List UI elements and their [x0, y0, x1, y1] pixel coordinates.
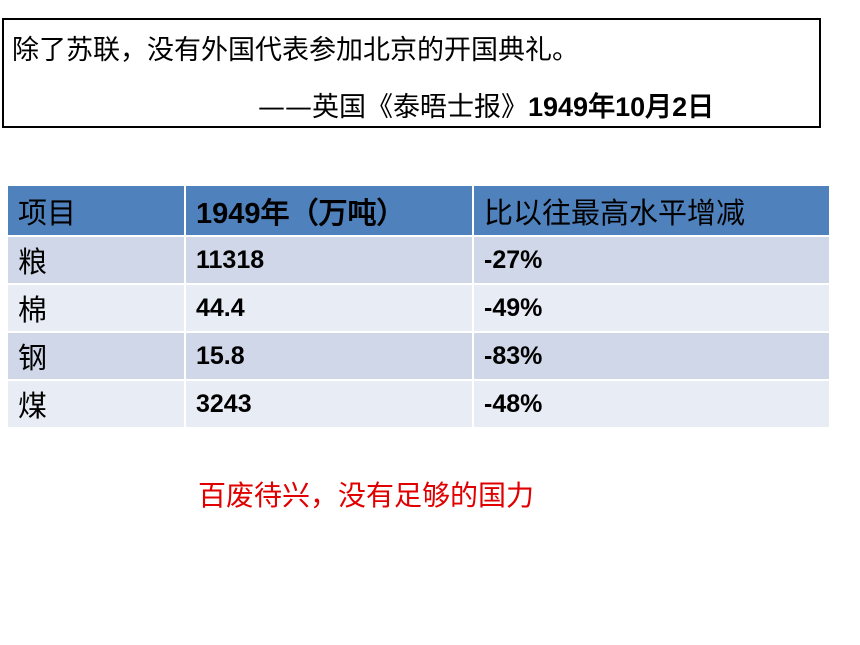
header-change: 比以往最高水平增减: [473, 186, 831, 237]
production-table: 项目 1949年（万吨） 比以往最高水平增减 粮 11318 -27% 棉 44…: [8, 186, 831, 429]
table-row: 棉 44.4 -49%: [8, 284, 831, 333]
cell-item: 棉: [8, 284, 186, 333]
cell-amount: 11318: [185, 236, 474, 285]
cell-change: -48%: [473, 380, 831, 429]
cell-change: -27%: [473, 236, 831, 285]
cell-amount: 3243: [185, 380, 474, 429]
quote-source-prefix: ——英国《泰晤士报》: [258, 92, 528, 123]
cell-item: 钢: [8, 332, 186, 381]
conclusion-text: 百废待兴，没有足够的国力: [198, 479, 535, 512]
table-row: 钢 15.8 -83%: [8, 332, 831, 381]
header-amount: 1949年（万吨）: [185, 186, 474, 237]
cell-item: 煤: [8, 380, 186, 429]
quote-source: ——英国《泰晤士报》1949年10月2日: [258, 90, 714, 125]
cell-amount: 44.4: [185, 284, 474, 333]
table-header-row: 项目 1949年（万吨） 比以往最高水平增减: [8, 186, 831, 237]
quote-text: 除了苏联，没有外国代表参加北京的开国典礼。: [12, 35, 579, 66]
table-row: 煤 3243 -48%: [8, 380, 831, 429]
quote-source-date: 1949年10月2日: [528, 92, 715, 122]
cell-amount: 15.8: [185, 332, 474, 381]
cell-change: -49%: [473, 284, 831, 333]
cell-change: -83%: [473, 332, 831, 381]
quote-box: 除了苏联，没有外国代表参加北京的开国典礼。 ——英国《泰晤士报》1949年10月…: [2, 18, 821, 128]
table-row: 粮 11318 -27%: [8, 236, 831, 285]
cell-item: 粮: [8, 236, 186, 285]
header-item: 项目: [8, 186, 186, 237]
